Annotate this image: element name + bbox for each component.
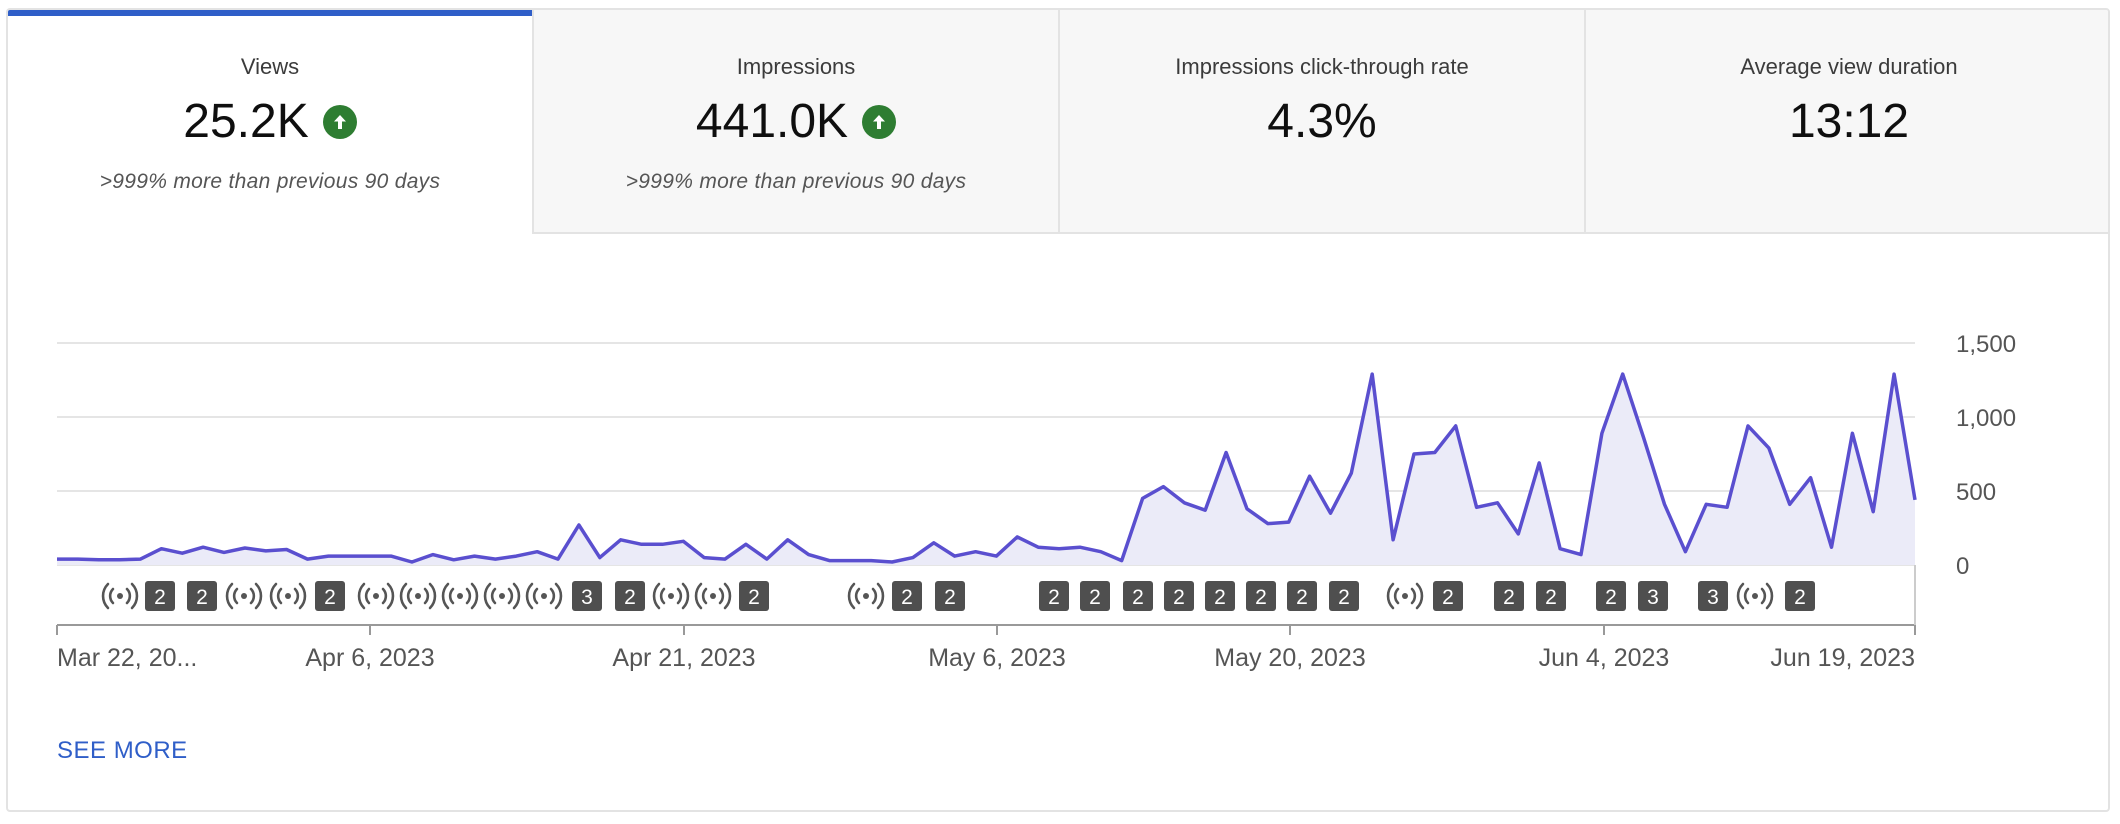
tab-label: Impressions [736,54,856,79]
badge-count: 2 [1048,586,1060,609]
badge-count: 2 [1214,586,1226,609]
upload-count-badge[interactable]: 3 [1638,581,1668,611]
live-stream-icon[interactable] [1736,582,1774,610]
badge-count: 2 [1794,586,1806,609]
y-tick-label: 1,000 [1956,405,2016,432]
badge-count: 2 [1338,586,1350,609]
badge-count: 2 [901,586,913,609]
upload-count-badge[interactable]: 2 [935,581,965,611]
upload-count-badge[interactable]: 2 [1494,581,1524,611]
badge-count: 3 [581,586,593,609]
series-area [57,374,1915,565]
badge-count: 2 [944,586,956,609]
live-stream-icon[interactable] [847,582,885,610]
x-tick-label: Jun 19, 2023 [1770,644,1915,672]
live-stream-icon[interactable] [441,582,479,610]
analytics-card: Views 25.2K >999% more than previous 90 … [6,8,2110,812]
badge-count: 2 [1296,586,1308,609]
badge-count: 2 [196,586,208,609]
metric-tabs: Views 25.2K >999% more than previous 90 … [8,10,2108,234]
metric-value: 4.3% [1267,95,1377,148]
tab-views[interactable]: Views 25.2K >999% more than previous 90 … [8,10,534,234]
x-tick-label: Mar 22, 20... [57,644,197,672]
live-stream-icon[interactable] [357,582,395,610]
upload-count-badge[interactable]: 2 [739,581,769,611]
upload-count-badge[interactable]: 2 [1123,581,1153,611]
upload-count-badge[interactable]: 2 [187,581,217,611]
badge-count: 2 [1255,586,1267,609]
metric-value: 441.0K [695,95,849,148]
badge-count: 2 [1545,586,1557,609]
upload-count-badge[interactable]: 2 [1536,581,1566,611]
views-line-chart: 1,500 1,000 500 0 Mar 22, 20... Apr 6, 2023 Ap… [56,331,2016,672]
badge-count: 2 [1605,586,1617,609]
badge-count: 2 [1503,586,1515,609]
y-tick-label: 1,500 [1956,331,2016,358]
badge-count: 2 [748,586,760,609]
badge-count: 2 [1173,586,1185,609]
live-stream-icon[interactable] [652,582,690,610]
upload-count-badge[interactable]: 2 [892,581,922,611]
x-tick-label: May 20, 2023 [1214,644,1366,672]
badge-count: 2 [324,586,336,609]
badge-count: 2 [1442,586,1454,609]
tab-value-row: 4.3% [1060,94,1584,149]
comparison-text: >999% more than previous 90 days [99,170,441,193]
upload-count-badge[interactable]: 2 [1596,581,1626,611]
comparison-text: >999% more than previous 90 days [625,170,967,193]
upload-count-badge[interactable]: 2 [615,581,645,611]
upload-count-badge[interactable]: 3 [572,581,602,611]
tab-value-row: 441.0K [534,94,1058,149]
arrow-up-circle-icon [322,104,357,139]
upload-count-badge[interactable]: 2 [315,581,345,611]
upload-count-badge[interactable]: 2 [1329,581,1359,611]
tab-label: Views [240,54,300,79]
upload-count-badge[interactable]: 3 [1698,581,1728,611]
tab-impressions[interactable]: Impressions 441.0K >999% more than previ… [534,10,1060,234]
badge-count: 2 [154,586,166,609]
live-stream-icon[interactable] [225,582,263,610]
x-tick-label: Apr 21, 2023 [612,644,755,672]
upload-count-badge[interactable]: 2 [1039,581,1069,611]
see-more-link[interactable]: SEE MORE [57,737,188,764]
upload-count-badge[interactable]: 2 [1287,581,1317,611]
badge-count: 3 [1647,586,1659,609]
upload-count-badge[interactable]: 2 [1205,581,1235,611]
x-tick-label: Jun 4, 2023 [1539,644,1670,672]
metric-value: 25.2K [183,95,309,148]
upload-count-badge[interactable]: 2 [145,581,175,611]
upload-count-badge[interactable]: 2 [1246,581,1276,611]
tab-value-row: 13:12 [1586,94,2108,149]
y-tick-label: 0 [1956,553,1969,580]
upload-count-badge[interactable]: 2 [1080,581,1110,611]
arrow-up-circle-icon [862,104,897,139]
upload-count-badge[interactable]: 2 [1433,581,1463,611]
x-tick-label: Apr 6, 2023 [305,644,434,672]
tab-value-row: 25.2K [8,94,532,149]
badge-count: 2 [624,586,636,609]
y-tick-label: 500 [1956,479,1996,506]
tab-label: Average view duration [1740,54,1958,79]
badge-count: 3 [1707,586,1719,609]
live-stream-icon[interactable] [483,582,521,610]
tab-label: Impressions click-through rate [1175,54,1469,79]
x-tick-label: May 6, 2023 [928,644,1066,672]
upload-count-badge[interactable]: 2 [1785,581,1815,611]
live-stream-icon[interactable] [525,582,563,610]
metric-value: 13:12 [1788,95,1910,148]
badge-count: 2 [1089,586,1101,609]
live-stream-icon[interactable] [694,582,732,610]
live-stream-icon[interactable] [269,582,307,610]
badge-count: 2 [1132,586,1144,609]
live-stream-icon[interactable] [101,582,139,610]
upload-count-badge[interactable]: 2 [1164,581,1194,611]
live-stream-icon[interactable] [399,582,437,610]
series-line [57,372,1917,564]
tab-click-through-rate[interactable]: Impressions click-through rate 4.3% [1060,10,1586,234]
live-stream-icon[interactable] [1386,582,1424,610]
tab-average-view-duration[interactable]: Average view duration 13:12 [1586,10,2108,234]
